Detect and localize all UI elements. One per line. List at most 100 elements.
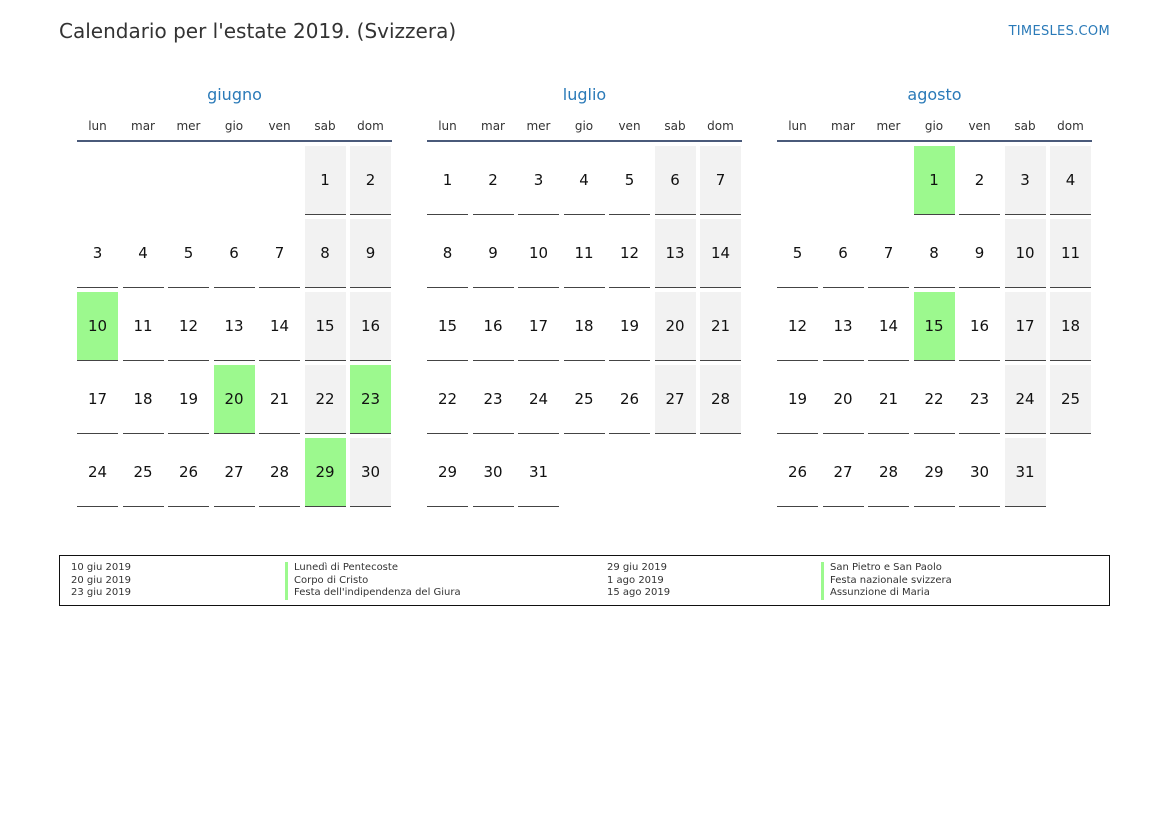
month-august: agosto lun mar mer gio ven sab dom 1 2 3 4 5 6 7 8 9 10… bbox=[777, 84, 1092, 507]
day-cell: 5 bbox=[777, 219, 818, 288]
legend-names-right: San Pietro e San Paolo Festa nazionale s… bbox=[821, 562, 952, 600]
legend-date: 23 giu 2019 bbox=[71, 587, 131, 598]
day-cell: 24 bbox=[1004, 365, 1046, 434]
days-grid: 1 2 3 4 5 6 7 8 9 10 11 12 13 14 15 16 17 18 19 20 21 22 23 24 2… bbox=[777, 146, 1092, 507]
day-cell: 30 bbox=[472, 438, 514, 507]
day-cell: 7 bbox=[259, 219, 300, 288]
day-cell: 27 bbox=[654, 365, 696, 434]
weekday-label: lun bbox=[88, 119, 107, 133]
day-cell: 28 bbox=[700, 365, 741, 434]
day-cell: 27 bbox=[822, 438, 864, 507]
legend-date: 20 giu 2019 bbox=[71, 574, 131, 586]
holiday-day-cell: 1 bbox=[913, 146, 955, 215]
day-cell: 3 bbox=[518, 146, 559, 215]
legend-date: 10 giu 2019 bbox=[71, 562, 131, 573]
weekday-label: mer bbox=[176, 119, 201, 133]
weekday-label: ven bbox=[618, 119, 641, 133]
day-cell: 24 bbox=[518, 365, 559, 434]
day-cell: 30 bbox=[959, 438, 1000, 507]
day-cell: 20 bbox=[822, 365, 864, 434]
weekday-label: gio bbox=[924, 119, 944, 133]
empty-cell bbox=[168, 146, 209, 215]
day-cell: 7 bbox=[700, 146, 741, 215]
day-cell: 9 bbox=[959, 219, 1000, 288]
day-cell: 21 bbox=[700, 292, 741, 361]
day-cell: 3 bbox=[77, 219, 118, 288]
day-cell: 2 bbox=[350, 146, 391, 215]
day-cell: 11 bbox=[122, 292, 164, 361]
day-cell: 6 bbox=[654, 146, 696, 215]
day-cell: 25 bbox=[1050, 365, 1091, 434]
day-cell: 14 bbox=[259, 292, 300, 361]
weekday-label: mer bbox=[876, 119, 901, 133]
weekday-label: lun bbox=[438, 119, 457, 133]
day-cell: 12 bbox=[168, 292, 209, 361]
day-cell: 29 bbox=[913, 438, 955, 507]
day-cell: 7 bbox=[868, 219, 909, 288]
day-cell: 8 bbox=[913, 219, 955, 288]
day-cell: 11 bbox=[563, 219, 605, 288]
legend-holiday-name: Lunedì di Pentecoste bbox=[285, 562, 461, 575]
day-cell: 25 bbox=[122, 438, 164, 507]
day-cell: 9 bbox=[472, 219, 514, 288]
day-cell: 28 bbox=[868, 438, 909, 507]
day-cell: 14 bbox=[700, 219, 741, 288]
empty-cell bbox=[214, 146, 255, 215]
weekday-label: mer bbox=[526, 119, 551, 133]
day-cell: 5 bbox=[609, 146, 650, 215]
legend-holiday-name: Corpo di Cristo bbox=[285, 574, 461, 587]
holiday-day-cell: 15 bbox=[913, 292, 955, 361]
day-cell: 19 bbox=[777, 365, 818, 434]
day-cell: 2 bbox=[472, 146, 514, 215]
day-cell: 18 bbox=[563, 292, 605, 361]
day-cell: 22 bbox=[913, 365, 955, 434]
day-cell: 31 bbox=[1004, 438, 1046, 507]
day-cell: 18 bbox=[1050, 292, 1091, 361]
weekday-label: mar bbox=[131, 119, 155, 133]
weekday-label: gio bbox=[574, 119, 594, 133]
holiday-day-cell: 10 bbox=[77, 292, 118, 361]
day-cell: 22 bbox=[427, 365, 468, 434]
day-cell: 5 bbox=[168, 219, 209, 288]
day-cell: 13 bbox=[822, 292, 864, 361]
day-cell: 1 bbox=[427, 146, 468, 215]
day-cell: 21 bbox=[868, 365, 909, 434]
weekday-label: ven bbox=[268, 119, 291, 133]
day-cell: 4 bbox=[1050, 146, 1091, 215]
weekday-label: mar bbox=[831, 119, 855, 133]
site-link[interactable]: TIMESLES.COM bbox=[1008, 24, 1110, 39]
holiday-legend: 10 giu 2019 20 giu 2019 23 giu 2019 Lune… bbox=[59, 555, 1110, 606]
day-cell: 12 bbox=[777, 292, 818, 361]
empty-cell bbox=[123, 146, 164, 215]
day-cell: 19 bbox=[609, 292, 650, 361]
day-cell: 31 bbox=[518, 438, 559, 507]
month-name: luglio bbox=[562, 85, 607, 104]
weekday-header: lun mar mer gio ven sab dom bbox=[427, 118, 742, 142]
page-title: Calendario per l'estate 2019. (Svizzera) bbox=[59, 19, 457, 43]
day-cell: 16 bbox=[472, 292, 514, 361]
empty-cell bbox=[823, 146, 864, 215]
days-grid: 1 2 3 4 5 6 7 8 9 10 11 12 13 14 15 16 17 18 19 20 21 22 23 24 2… bbox=[427, 146, 742, 507]
day-cell: 17 bbox=[518, 292, 559, 361]
day-cell: 2 bbox=[959, 146, 1000, 215]
month-june: giugno lun mar mer gio ven sab dom 1 2 3 4 5 6 7 8 9 10… bbox=[77, 84, 392, 507]
day-cell: 19 bbox=[168, 365, 209, 434]
day-cell: 28 bbox=[259, 438, 300, 507]
legend-date: 1 ago 2019 bbox=[607, 574, 664, 586]
weekday-label: sab bbox=[664, 119, 686, 133]
weekday-label: dom bbox=[707, 119, 734, 133]
month-july: luglio lun mar mer gio ven sab dom 1 2 3 4 5 6 7 8 9 10… bbox=[427, 84, 742, 507]
day-cell: 29 bbox=[427, 438, 468, 507]
weekday-label: dom bbox=[1057, 119, 1084, 133]
day-cell: 23 bbox=[959, 365, 1000, 434]
legend-holiday-name: San Pietro e San Paolo bbox=[821, 562, 952, 575]
weekday-label: ven bbox=[968, 119, 991, 133]
day-cell: 6 bbox=[822, 219, 864, 288]
day-cell: 22 bbox=[304, 365, 346, 434]
empty-cell bbox=[77, 146, 118, 215]
day-cell: 16 bbox=[959, 292, 1000, 361]
day-cell: 26 bbox=[168, 438, 209, 507]
weekday-label: gio bbox=[224, 119, 244, 133]
days-grid: 1 2 3 4 5 6 7 8 9 10 11 12 13 14 15 16 17 18 19 20 21 22 23 24 2… bbox=[77, 146, 392, 507]
day-cell: 18 bbox=[122, 365, 164, 434]
